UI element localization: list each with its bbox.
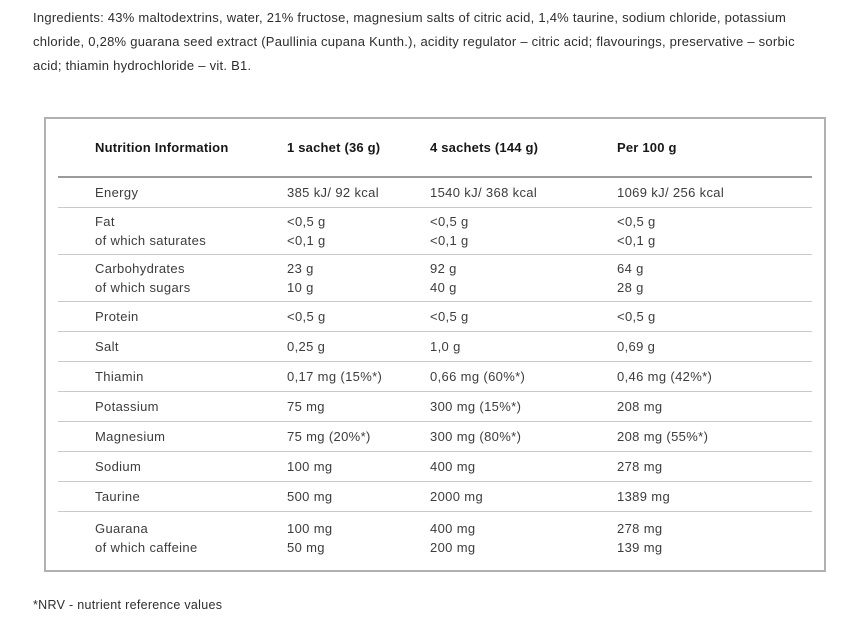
column-header-4-sachets: 4 sachets (144 g) [430,140,539,155]
row-label: Magnesium [95,429,166,444]
value-4-sachets: <0,5 g <0,1 g [430,214,469,248]
value-4-sachets: 300 mg (15%*) [430,399,522,414]
value-1-sachet: 100 mg 50 mg [287,521,333,555]
value-per-100g: 208 mg (55%*) [617,429,709,444]
row-label: Energy [95,185,139,200]
column-header-1-sachet: 1 sachet (36 g) [287,140,381,155]
table-row-magnesium: Magnesium 75 mg (20%*) 300 mg (80%*) 208… [58,422,812,452]
table-header-row: Nutrition Information 1 sachet (36 g) 4 … [58,119,812,178]
table-row-salt: Salt 0,25 g 1,0 g 0,69 g [58,332,812,362]
value-1-sachet: 0,25 g [287,339,326,354]
row-label: Taurine [95,489,141,504]
table-row-protein: Protein <0,5 g <0,5 g <0,5 g [58,302,812,332]
value-1-sachet: 100 mg [287,459,333,474]
value-1-sachet: 0,17 mg (15%*) [287,369,383,384]
table-row-guarana: Guarana of which caffeine 100 mg 50 mg 4… [58,512,812,570]
table-row-potassium: Potassium 75 mg 300 mg (15%*) 208 mg [58,392,812,422]
value-4-sachets: <0,5 g [430,309,469,324]
row-label: Carbohydrates of which sugars [95,261,191,295]
value-per-100g: 0,46 mg (42%*) [617,369,713,384]
value-per-100g: 278 mg [617,459,663,474]
value-per-100g: 208 mg [617,399,663,414]
value-per-100g: 0,69 g [617,339,656,354]
value-1-sachet: <0,5 g <0,1 g [287,214,326,248]
value-per-100g: 1389 mg [617,489,671,504]
row-label: Salt [95,339,119,354]
column-header-nutrition-information: Nutrition Information [95,140,229,155]
value-4-sachets: 400 mg 200 mg [430,521,476,555]
table-row-sodium: Sodium 100 mg 400 mg 278 mg [58,452,812,482]
table-row-fat: Fat of which saturates <0,5 g <0,1 g <0,… [58,208,812,255]
value-4-sachets: 1540 kJ/ 368 kcal [430,185,538,200]
table-row-energy: Energy 385 kJ/ 92 kcal 1540 kJ/ 368 kcal… [58,178,812,208]
value-1-sachet: 75 mg [287,399,325,414]
value-per-100g: <0,5 g <0,1 g [617,214,656,248]
nutrition-table: Nutrition Information 1 sachet (36 g) 4 … [44,117,826,572]
ingredients-line: Ingredients: 43% maltodextrins, water, 2… [33,10,787,25]
row-label: Sodium [95,459,142,474]
ingredients-line: acid; thiamin hydrochloride – vit. B1. [33,58,252,73]
value-1-sachet: 75 mg (20%*) [287,429,371,444]
value-1-sachet: 23 g 10 g [287,261,314,295]
table-row-taurine: Taurine 500 mg 2000 mg 1389 mg [58,482,812,512]
ingredients-paragraph: Ingredients: 43% maltodextrins, water, 2… [33,6,843,78]
value-1-sachet: 385 kJ/ 92 kcal [287,185,379,200]
value-1-sachet: 500 mg [287,489,333,504]
row-label: Potassium [95,399,159,414]
value-4-sachets: 300 mg (80%*) [430,429,522,444]
value-4-sachets: 400 mg [430,459,476,474]
value-4-sachets: 0,66 mg (60%*) [430,369,526,384]
row-label: Thiamin [95,369,144,384]
value-4-sachets: 1,0 g [430,339,461,354]
ingredients-line: chloride, 0,28% guarana seed extract (Pa… [33,34,795,49]
row-label: Protein [95,309,139,324]
nrv-footnote: *NRV - nutrient reference values [33,598,223,612]
table-row-carbohydrates: Carbohydrates of which sugars 23 g 10 g … [58,255,812,302]
value-4-sachets: 2000 mg [430,489,484,504]
value-4-sachets: 92 g 40 g [430,261,457,295]
row-label: Fat of which saturates [95,214,207,248]
row-label: Guarana of which caffeine [95,521,198,555]
value-per-100g: 1069 kJ/ 256 kcal [617,185,725,200]
value-per-100g: <0,5 g [617,309,656,324]
value-per-100g: 64 g 28 g [617,261,644,295]
column-header-per-100g: Per 100 g [617,140,677,155]
value-per-100g: 278 mg 139 mg [617,521,663,555]
value-1-sachet: <0,5 g [287,309,326,324]
table-row-thiamin: Thiamin 0,17 mg (15%*) 0,66 mg (60%*) 0,… [58,362,812,392]
